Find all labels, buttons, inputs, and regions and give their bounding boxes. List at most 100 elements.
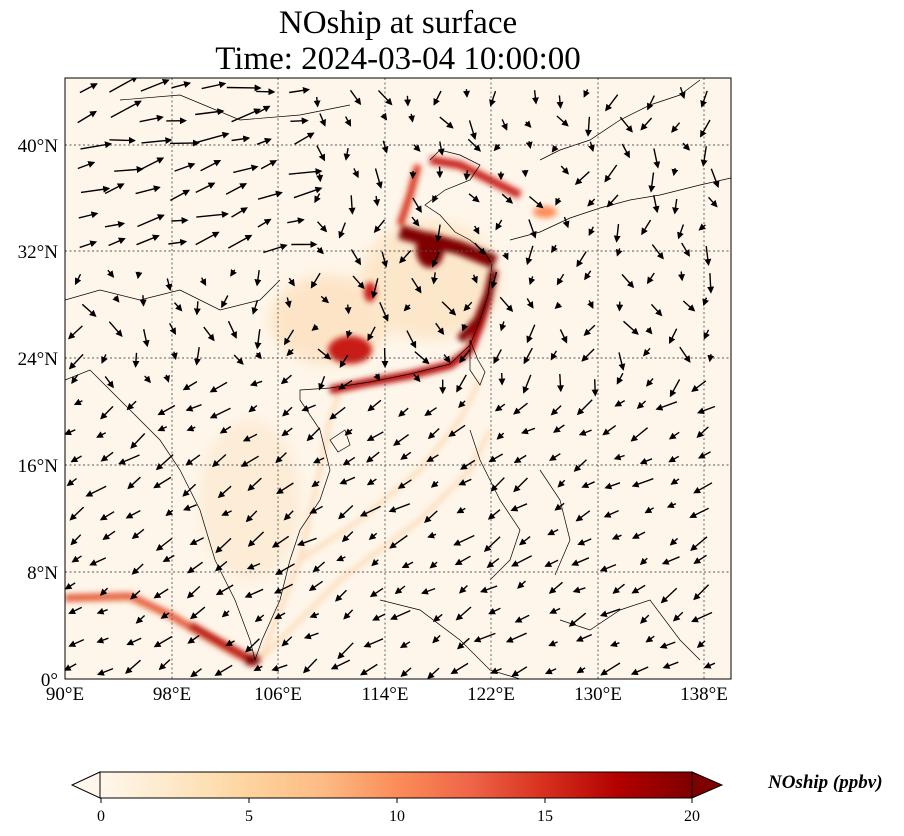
wind-vector-arrow — [505, 632, 527, 643]
wind-vector-arrow — [698, 223, 707, 231]
wind-vector-arrow — [707, 353, 715, 363]
wind-vector-arrow — [140, 78, 170, 92]
lon-tick-label: 98°E — [153, 684, 191, 705]
wind-vector-arrow — [289, 86, 310, 94]
wind-vector-arrow — [335, 589, 347, 602]
wind-vector-arrow — [555, 197, 562, 206]
wind-vector-arrow — [256, 105, 271, 115]
wind-vector-arrow — [136, 234, 160, 246]
wind-vector-arrow — [621, 273, 635, 289]
wind-vector-arrow — [689, 507, 709, 518]
wind-vector-arrow — [66, 477, 78, 487]
wind-vector-arrow — [659, 641, 676, 649]
wind-vector-arrow — [700, 146, 708, 167]
wind-vector-arrow — [544, 667, 557, 675]
wind-vector-arrow — [557, 479, 566, 488]
wind-vector-arrow — [413, 373, 421, 383]
wind-vector-arrow — [225, 183, 248, 195]
wind-vector-arrow — [137, 214, 165, 228]
wind-vector-arrow — [257, 190, 283, 200]
wind-vector-arrow — [400, 451, 412, 460]
wind-vector-arrow — [672, 611, 684, 622]
wind-vector-arrow — [316, 173, 324, 183]
wind-vector-arrow — [434, 224, 442, 243]
wind-vector-arrow — [682, 300, 696, 312]
wind-vector-arrow — [548, 581, 563, 594]
wind-vector-arrow — [271, 664, 288, 672]
wind-vector-arrow — [297, 537, 317, 547]
wind-vector-arrow — [577, 538, 592, 546]
wind-vector-arrow — [587, 198, 596, 207]
wind-vector-arrow — [426, 454, 439, 463]
wind-vector-arrow — [341, 531, 354, 543]
wind-vector-arrow — [499, 321, 507, 332]
wind-vector-arrow — [703, 329, 710, 340]
wind-vector-arrow — [623, 320, 639, 335]
wind-vector-arrow — [316, 221, 328, 233]
wind-vector-arrow — [631, 531, 646, 539]
wind-vector-arrow — [556, 273, 565, 286]
wind-vector-arrow — [65, 663, 77, 671]
wind-vector-arrow — [640, 614, 650, 624]
wind-vector-arrow — [109, 136, 136, 144]
wind-vector-arrow — [369, 587, 384, 598]
wind-vector-arrow — [599, 608, 621, 618]
wind-vector-arrow — [96, 431, 107, 438]
wind-vector-arrow — [584, 116, 592, 137]
wind-vector-arrow — [655, 401, 678, 411]
wind-vector-arrow — [253, 664, 263, 672]
wind-vector-arrow — [155, 537, 173, 551]
wind-vector-arrow — [641, 219, 652, 236]
wind-vector-arrow — [379, 302, 389, 322]
wind-vector-arrow — [170, 351, 178, 360]
wind-vector-arrow — [169, 189, 191, 202]
wind-vector-arrow — [644, 506, 655, 514]
wind-vector-arrow — [490, 271, 498, 289]
wind-vector-arrow — [165, 509, 174, 517]
lat-tick-label: 16°N — [18, 456, 59, 477]
wind-vector-arrow — [454, 555, 471, 566]
wind-vector-arrow — [568, 612, 587, 627]
wind-vector-arrow — [648, 172, 656, 193]
wind-vector-arrow — [588, 141, 595, 153]
wind-vector-arrow — [352, 168, 359, 179]
wind-vector-arrow — [273, 583, 294, 594]
wind-vector-arrow — [108, 321, 123, 337]
wind-vector-arrow — [693, 482, 713, 494]
wind-vector-arrow — [143, 375, 152, 384]
wind-vector-arrow — [439, 116, 454, 129]
wind-vector-arrow — [195, 231, 220, 246]
wind-vector-arrow — [240, 455, 259, 467]
wind-vector-arrow — [186, 585, 201, 599]
wind-vector-arrow — [456, 637, 470, 650]
wind-vector-arrow — [693, 584, 710, 601]
wind-vector-arrow — [187, 634, 200, 644]
wind-vector-arrow — [317, 348, 332, 360]
wind-vector-arrow — [547, 528, 559, 536]
wind-vector-arrow — [201, 81, 227, 90]
wind-vector-arrow — [74, 273, 82, 286]
wind-vector-arrow — [517, 580, 526, 589]
colorbar-tick-label: 15 — [537, 808, 553, 825]
wind-vector-arrow — [609, 640, 620, 648]
wind-vector-arrow — [337, 642, 354, 660]
wind-vector-arrow — [104, 183, 125, 195]
wind-vector-arrow — [352, 275, 365, 290]
wind-vector-arrow — [320, 295, 330, 304]
wind-vector-arrow — [195, 131, 230, 144]
wind-vector-arrow — [397, 479, 412, 489]
wind-vector-arrow — [316, 246, 324, 255]
wind-vector-arrow — [275, 563, 295, 575]
wind-vector-arrow — [100, 405, 114, 420]
wind-vector-arrow — [393, 434, 410, 446]
wind-vector-arrow — [696, 640, 706, 649]
wind-vector-arrow — [373, 195, 381, 207]
wind-vector-arrow — [408, 113, 415, 123]
wind-vector-arrow — [463, 301, 473, 312]
wind-vector-arrow — [225, 639, 235, 647]
wind-vector-arrow — [107, 269, 115, 278]
wind-vector-arrow — [276, 482, 294, 495]
wind-vector-arrow — [456, 506, 466, 514]
wind-vector-arrow — [169, 139, 200, 147]
wind-vector-arrow — [319, 113, 326, 127]
